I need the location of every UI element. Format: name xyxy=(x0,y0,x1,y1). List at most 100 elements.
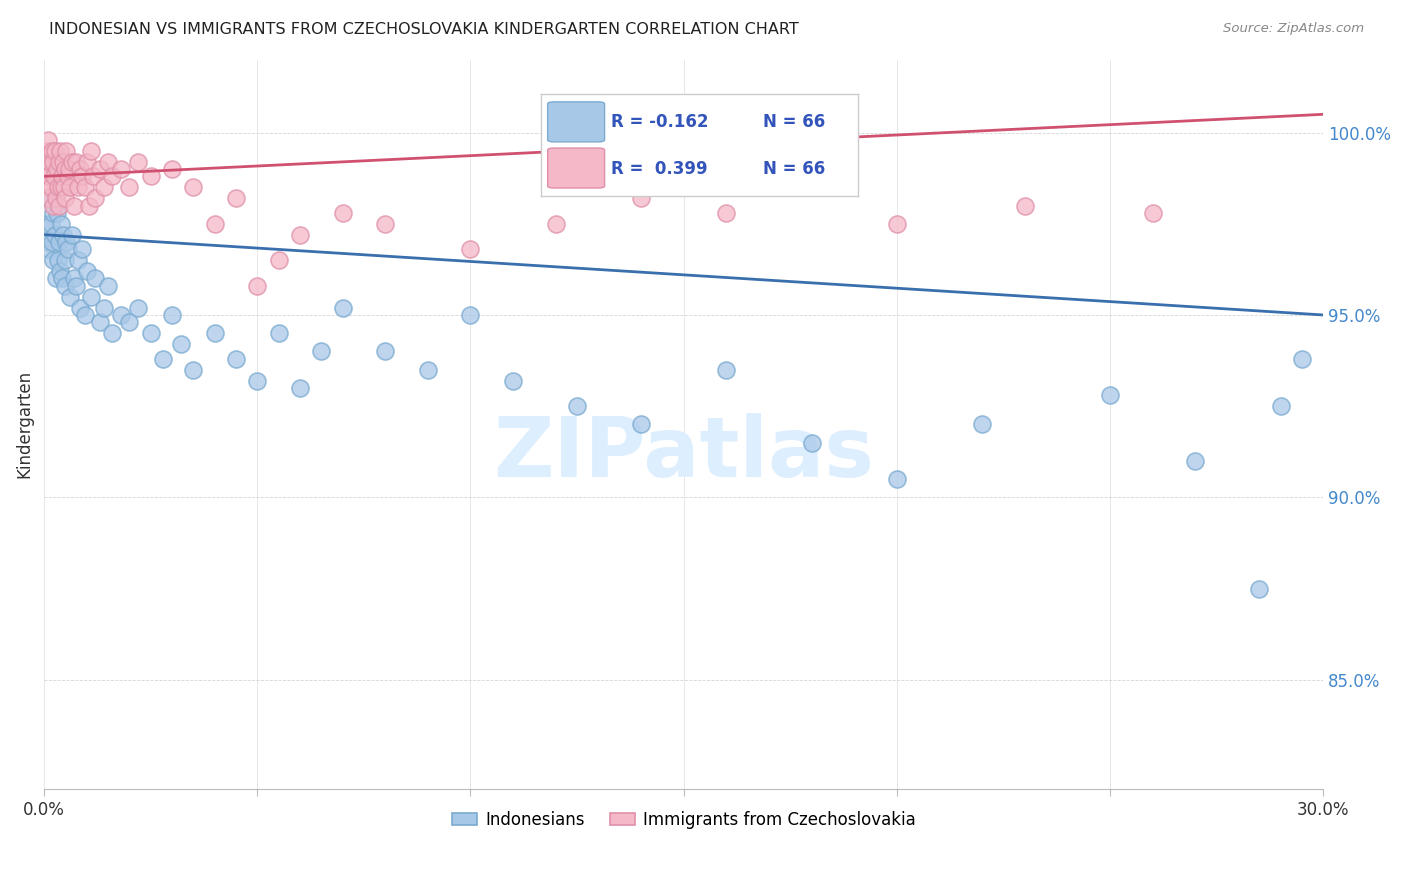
Point xyxy=(152,351,174,366)
Point xyxy=(416,362,439,376)
Point xyxy=(41,198,63,212)
Point xyxy=(60,154,83,169)
Point xyxy=(35,180,58,194)
Point xyxy=(246,374,269,388)
FancyBboxPatch shape xyxy=(548,148,605,188)
Point xyxy=(886,472,908,486)
Point xyxy=(41,235,63,249)
Point xyxy=(460,242,482,256)
Point xyxy=(37,235,59,249)
Point xyxy=(716,362,738,376)
Point xyxy=(89,315,111,329)
Point xyxy=(84,191,107,205)
Point xyxy=(800,435,823,450)
Point xyxy=(41,253,63,268)
Point xyxy=(45,271,67,285)
Point xyxy=(1291,351,1313,366)
Point xyxy=(101,326,124,341)
Point xyxy=(38,242,60,256)
Point xyxy=(1014,198,1036,212)
Point xyxy=(56,169,79,184)
Point xyxy=(246,278,269,293)
Point xyxy=(80,290,103,304)
Point xyxy=(127,154,149,169)
Point xyxy=(39,180,62,194)
Point xyxy=(72,169,94,184)
Point xyxy=(67,180,90,194)
Point xyxy=(65,278,87,293)
Point xyxy=(76,154,98,169)
Point xyxy=(48,198,70,212)
Point xyxy=(89,162,111,177)
Point xyxy=(630,191,652,205)
Point xyxy=(42,154,65,169)
Point xyxy=(886,217,908,231)
Point xyxy=(49,144,72,158)
Point xyxy=(1249,582,1271,596)
Point xyxy=(80,144,103,158)
Point xyxy=(72,242,94,256)
Point xyxy=(52,154,75,169)
Point xyxy=(73,180,96,194)
Text: R =  0.399: R = 0.399 xyxy=(612,160,707,178)
Point xyxy=(460,308,482,322)
Text: INDONESIAN VS IMMIGRANTS FROM CZECHOSLOVAKIA KINDERGARTEN CORRELATION CHART: INDONESIAN VS IMMIGRANTS FROM CZECHOSLOV… xyxy=(49,22,799,37)
Point xyxy=(82,169,104,184)
Point xyxy=(67,253,90,268)
Point xyxy=(204,326,226,341)
Point xyxy=(55,191,77,205)
Point xyxy=(160,162,183,177)
Point xyxy=(1142,206,1164,220)
Point xyxy=(35,144,58,158)
Point xyxy=(55,235,77,249)
Point xyxy=(160,308,183,322)
Point xyxy=(45,162,67,177)
Point xyxy=(93,301,115,315)
Point xyxy=(97,154,120,169)
Point xyxy=(60,227,83,242)
Point xyxy=(183,362,205,376)
Text: N = 66: N = 66 xyxy=(762,113,825,131)
Legend: Indonesians, Immigrants from Czechoslovakia: Indonesians, Immigrants from Czechoslova… xyxy=(446,805,922,836)
Point xyxy=(309,344,332,359)
Point xyxy=(288,381,311,395)
Point xyxy=(58,162,80,177)
Point xyxy=(44,144,66,158)
Point xyxy=(48,154,70,169)
Point xyxy=(374,344,396,359)
Point xyxy=(110,308,132,322)
Point xyxy=(38,169,60,184)
Point xyxy=(1098,388,1121,402)
Point xyxy=(45,191,67,205)
Point xyxy=(51,169,73,184)
Point xyxy=(56,242,79,256)
Point xyxy=(51,271,73,285)
Point xyxy=(51,180,73,194)
Point xyxy=(45,206,67,220)
Point xyxy=(139,326,162,341)
Point xyxy=(183,180,205,194)
Point xyxy=(101,169,124,184)
Point xyxy=(49,264,72,278)
Text: R = -0.162: R = -0.162 xyxy=(612,113,709,131)
Point xyxy=(267,326,290,341)
Point xyxy=(37,133,59,147)
Point xyxy=(139,169,162,184)
Point xyxy=(97,278,120,293)
Point xyxy=(44,227,66,242)
Point xyxy=(35,217,58,231)
Point xyxy=(69,162,91,177)
Point xyxy=(76,264,98,278)
Point xyxy=(332,301,354,315)
Point xyxy=(39,217,62,231)
Point xyxy=(118,315,141,329)
Point xyxy=(41,144,63,158)
Point xyxy=(59,290,82,304)
Point xyxy=(65,154,87,169)
Y-axis label: Kindergarten: Kindergarten xyxy=(15,370,32,478)
Point xyxy=(127,301,149,315)
Point xyxy=(39,154,62,169)
Point xyxy=(52,180,75,194)
Point xyxy=(52,227,75,242)
Text: ZIPatlas: ZIPatlas xyxy=(494,413,875,494)
